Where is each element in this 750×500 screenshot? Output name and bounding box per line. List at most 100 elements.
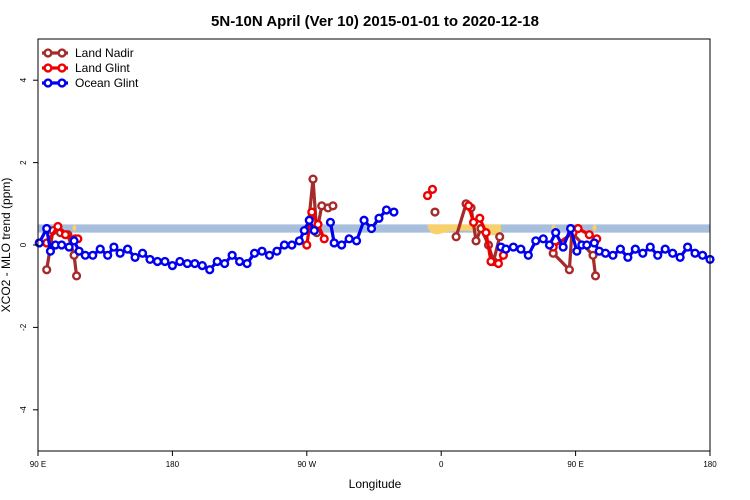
data-point [220,258,230,269]
data-point [558,242,568,252]
data-point [272,246,282,256]
data-point [630,244,640,254]
data-point [600,248,611,258]
data-point [589,238,599,248]
data-point [516,244,526,254]
legend-item: Land Nadir [42,46,134,60]
data-point [304,215,314,225]
data-point [551,228,561,238]
data-point [682,242,693,252]
data-point [249,248,260,258]
data-point [88,250,98,260]
data-point [544,240,555,250]
data-point [486,256,496,267]
plot-area [34,174,715,281]
data-point [57,240,67,250]
legend-marker [57,63,67,73]
data-point [430,207,440,217]
legend-label: Ocean Glint [75,76,139,90]
data-point [42,265,52,275]
data-point [109,242,119,252]
data-point [572,246,582,256]
data-point [615,244,626,254]
data-point [475,213,485,223]
y-tick-label: -2 [19,323,28,331]
data-point [152,256,163,267]
data-point [471,236,481,246]
data-point [531,236,541,246]
data-point [74,246,84,256]
data-point [69,236,79,246]
x-axis-ticks: 90 E 180 90 W 0 90 E 180 [30,451,717,469]
x-tick-label: 90 E [567,460,583,469]
data-point [690,248,700,258]
data-point [381,205,392,215]
data-point [71,271,82,281]
data-point [608,250,618,260]
data-point [638,248,648,258]
data-point [523,250,533,260]
legend-item: Ocean Glint [42,76,139,90]
series-ocean-glint [34,205,715,275]
data-point [564,265,574,275]
data-point [103,250,113,260]
data-point [588,250,598,260]
data-point [623,252,633,262]
legend-marker [43,78,53,88]
x-axis-label: Longitude [349,477,402,491]
data-point [299,225,309,236]
data-point [501,244,511,254]
data-point [175,256,185,267]
data-point [463,201,474,211]
data-point [508,242,518,252]
data-point [645,242,655,252]
data-point [582,240,592,250]
legend-label: Land Glint [75,61,130,75]
data-point [359,215,369,225]
y-axis-ticks: -4 -2 0 2 4 [19,77,38,413]
data-point [264,250,275,260]
y-axis-label: XCO2 - MLO trend (ppm) [0,178,13,313]
x-tick-label: 0 [439,460,444,469]
data-point [197,261,207,271]
data-point [389,207,399,217]
legend-item: Land Glint [42,61,130,75]
data-point [319,234,329,244]
data-point [538,234,548,244]
legend-marker [43,48,53,58]
data-point [257,246,267,256]
data-point [495,232,505,242]
data-point [337,240,347,250]
data-point [573,223,583,234]
data-point [325,217,336,227]
data-point [481,228,491,238]
data-point [427,184,438,194]
x-tick-label: 180 [166,460,180,469]
data-point [45,246,56,256]
legend-marker [57,78,67,88]
data-point [344,234,354,244]
x-tick-label: 90 E [30,460,46,469]
y-tick-label: -4 [19,406,28,414]
data-point [374,213,384,223]
x-tick-label: 90 W [297,460,316,469]
plot-frame [37,38,711,452]
data-point [235,256,245,267]
data-point [160,256,170,267]
legend-label: Land Nadir [75,46,134,60]
data-point [205,265,215,275]
data-point [294,236,304,246]
data-point [287,240,297,250]
data-point [366,223,377,234]
data-point [660,244,670,254]
chart-title: 5N-10N April (Ver 10) 2015-01-01 to 2020… [211,13,539,30]
data-point [307,207,317,217]
legend-marker [43,63,53,73]
data-point [115,248,125,258]
x-tick-label: 180 [703,460,717,469]
data-point [190,258,200,269]
data-point [468,217,479,227]
data-point [590,271,601,281]
